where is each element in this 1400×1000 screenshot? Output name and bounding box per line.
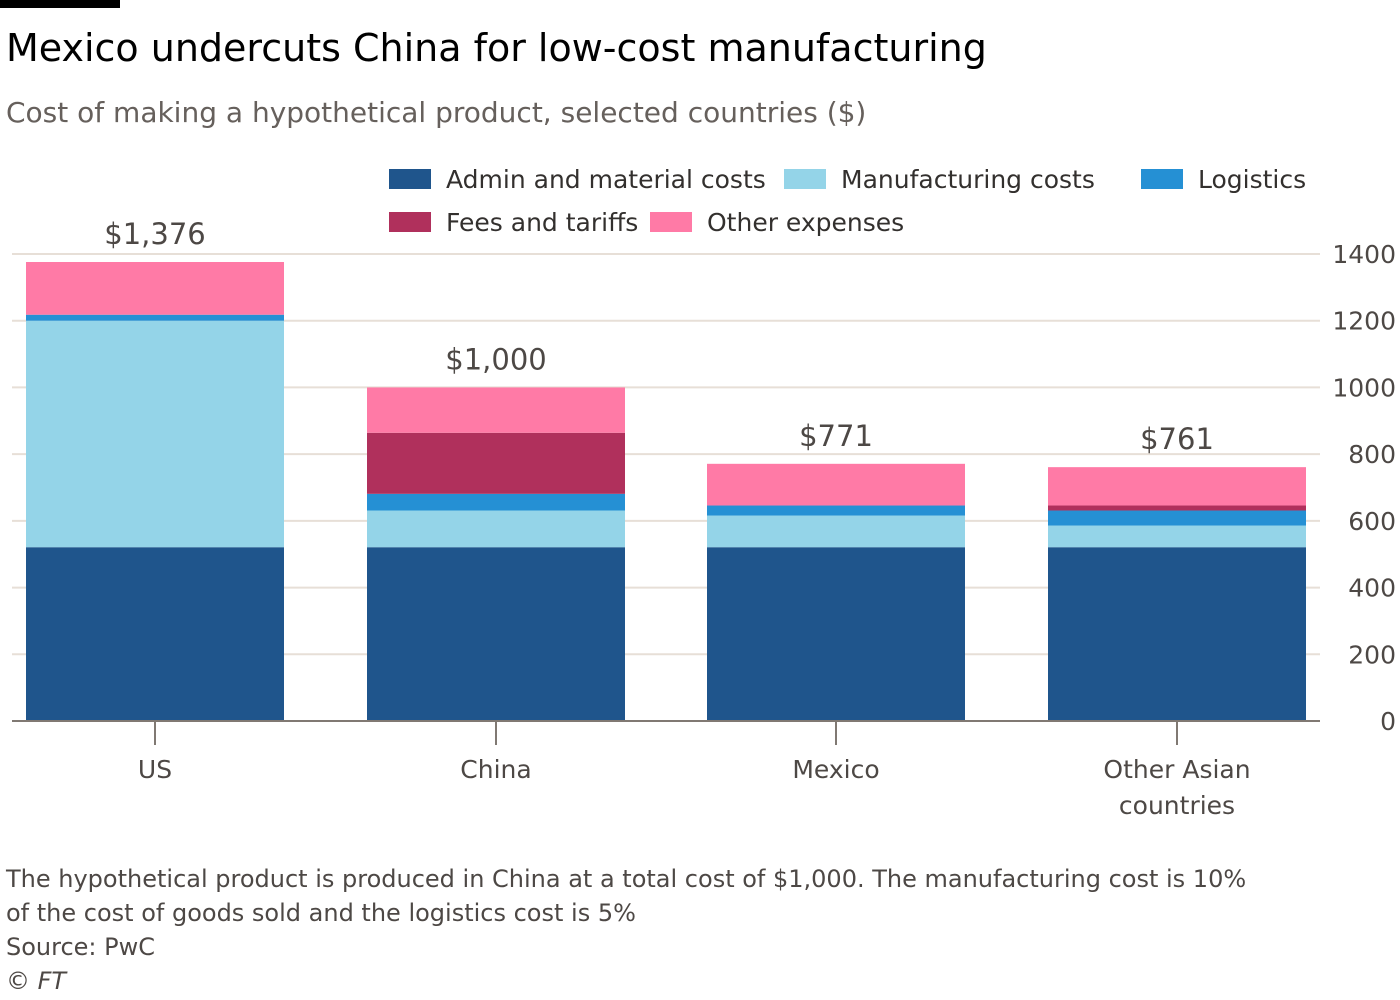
footnote-line-2: of the cost of goods sold and the logist… bbox=[6, 899, 636, 927]
bar-us-logistics bbox=[26, 314, 284, 321]
x-tick-label-mexico: Mexico bbox=[792, 755, 879, 784]
bar-other-asian-countries-logistics bbox=[1048, 510, 1306, 526]
bar-totals: $1,376 $1,000 $771 $761 bbox=[104, 217, 1214, 456]
bar-mexico-admin-and-material-costs bbox=[707, 547, 965, 721]
legend-swatch-fees-and-tariffs bbox=[389, 212, 431, 232]
x-tick-label-us: US bbox=[138, 755, 172, 784]
legend-item-fees-and-tariffs: Fees and tariffs bbox=[389, 208, 638, 237]
y-tick-label-0: 0 bbox=[1380, 707, 1396, 736]
y-tick-label-1400: 1400 bbox=[1332, 240, 1396, 269]
y-tick-label-800: 800 bbox=[1348, 440, 1396, 469]
legend-swatch-manufacturing-costs bbox=[784, 169, 826, 189]
total-label-mexico: $771 bbox=[799, 419, 873, 453]
bar-other-asian-countries-admin-and-material-costs bbox=[1048, 547, 1306, 721]
bar-other-asian-countries-fees-and-tariffs bbox=[1048, 505, 1306, 511]
chart-subtitle: Cost of making a hypothetical product, s… bbox=[6, 96, 867, 129]
bar-other-asian-countries-other-expenses bbox=[1048, 467, 1306, 506]
y-tick-label-1000: 1000 bbox=[1332, 373, 1396, 402]
legend-swatch-other-expenses bbox=[650, 212, 692, 232]
legend-label-admin-and-material-costs: Admin and material costs bbox=[446, 165, 766, 194]
bar-mexico-logistics bbox=[707, 505, 965, 516]
bars bbox=[26, 262, 1306, 721]
legend-item-logistics: Logistics bbox=[1141, 165, 1306, 194]
y-tick-label-200: 200 bbox=[1348, 640, 1396, 669]
copyright-text: © FT bbox=[6, 967, 67, 995]
ft-brand-bar bbox=[0, 0, 120, 8]
bar-mexico-other-expenses bbox=[707, 463, 965, 506]
y-axis: 0 200 400 600 800 1000 1200 1400 bbox=[1332, 240, 1396, 736]
legend-item-manufacturing-costs: Manufacturing costs bbox=[784, 165, 1095, 194]
stacked-bar-chart: Admin and material costs Manufacturing co… bbox=[12, 165, 1396, 820]
x-tick-label-china: China bbox=[460, 755, 531, 784]
legend-label-other-expenses: Other expenses bbox=[707, 208, 904, 237]
legend-label-fees-and-tariffs: Fees and tariffs bbox=[446, 208, 638, 237]
bar-other-asian-countries-manufacturing-costs bbox=[1048, 525, 1306, 548]
footnote-line-1: The hypothetical product is produced in … bbox=[6, 865, 1247, 893]
y-tick-label-600: 600 bbox=[1348, 507, 1396, 536]
bar-us-other-expenses bbox=[26, 262, 284, 315]
legend-item-admin-and-material-costs: Admin and material costs bbox=[389, 165, 766, 194]
bar-china-admin-and-material-costs bbox=[367, 547, 625, 721]
x-tick-label-other-asian-countries: Other Asian countries bbox=[1103, 755, 1250, 820]
bar-china-other-expenses bbox=[367, 387, 625, 433]
bar-china-logistics bbox=[367, 493, 625, 511]
bar-mexico-manufacturing-costs bbox=[707, 515, 965, 548]
legend-swatch-admin-and-material-costs bbox=[389, 169, 431, 189]
total-label-china: $1,000 bbox=[445, 342, 546, 376]
legend: Admin and material costs Manufacturing co… bbox=[389, 165, 1306, 237]
total-label-other-asian-countries: $761 bbox=[1140, 422, 1214, 456]
bar-china-manufacturing-costs bbox=[367, 510, 625, 548]
y-tick-label-400: 400 bbox=[1348, 574, 1396, 603]
chart-title: Mexico undercuts China for low-cost manu… bbox=[6, 26, 987, 70]
source-text: Source: PwC bbox=[6, 933, 156, 961]
x-axis: US China Mexico Other Asian countries bbox=[12, 720, 1320, 820]
bar-china-fees-and-tariffs bbox=[367, 432, 625, 494]
legend-label-manufacturing-costs: Manufacturing costs bbox=[841, 165, 1095, 194]
legend-swatch-logistics bbox=[1141, 169, 1183, 189]
footnote: The hypothetical product is produced in … bbox=[6, 862, 1306, 998]
bar-us-admin-and-material-costs bbox=[26, 547, 284, 721]
legend-label-logistics: Logistics bbox=[1198, 165, 1306, 194]
bar-us-manufacturing-costs bbox=[26, 320, 284, 548]
legend-item-other-expenses: Other expenses bbox=[650, 208, 904, 237]
total-label-us: $1,376 bbox=[104, 217, 205, 251]
y-tick-label-1200: 1200 bbox=[1332, 307, 1396, 336]
